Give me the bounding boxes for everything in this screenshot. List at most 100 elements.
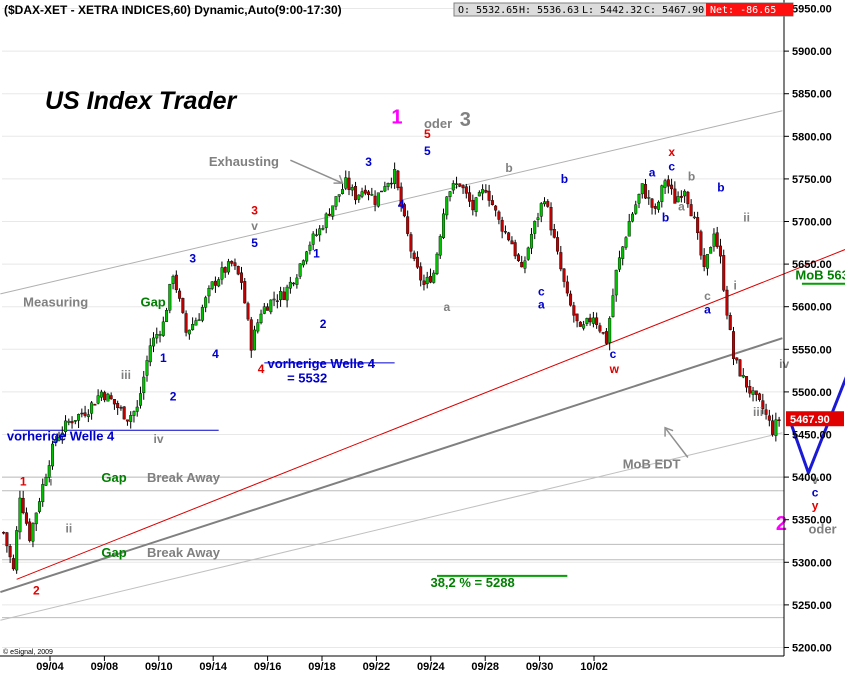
candle <box>758 392 762 402</box>
wave-label: b <box>688 170 695 184</box>
candle <box>337 194 341 203</box>
candle <box>432 270 436 284</box>
candle <box>393 162 397 189</box>
candle <box>90 401 94 420</box>
candle <box>767 409 771 427</box>
candle <box>360 187 364 199</box>
trendlines <box>0 110 845 621</box>
wave-label: c <box>812 486 819 500</box>
candle <box>138 386 142 409</box>
candle <box>44 473 48 487</box>
y-tick-label: 5300.00 <box>792 557 832 569</box>
candle <box>5 531 9 553</box>
candle <box>191 317 195 331</box>
candle <box>601 332 605 335</box>
candle <box>262 302 266 315</box>
candle <box>500 216 504 239</box>
candle <box>161 316 165 337</box>
candle <box>663 178 667 194</box>
projection-arrows <box>290 159 845 475</box>
candle <box>236 265 240 276</box>
candle <box>77 413 81 429</box>
candle <box>543 197 547 207</box>
wave-label: y <box>812 498 819 512</box>
candle <box>510 236 514 245</box>
x-tick-label: 09/30 <box>526 661 554 673</box>
candle <box>331 205 335 220</box>
copyright: © eSignal, 2009 <box>3 648 53 656</box>
candle <box>165 307 169 322</box>
candle <box>474 196 478 217</box>
wave-label: c <box>704 289 711 303</box>
candle <box>324 212 328 234</box>
candle <box>715 226 719 249</box>
candle <box>386 182 390 191</box>
candle <box>692 211 696 220</box>
candle <box>194 317 198 326</box>
wave-label: oder <box>424 116 452 131</box>
y-tick-label: 5950.00 <box>792 4 832 16</box>
candle <box>174 270 178 293</box>
candle <box>771 414 775 437</box>
candle <box>340 183 344 195</box>
candle <box>41 478 45 507</box>
candle <box>2 531 6 535</box>
x-tick-label: 09/24 <box>417 661 445 673</box>
candle <box>735 357 739 364</box>
candle <box>383 181 387 192</box>
chart-annotation: vorherige Welle 4 <box>268 356 376 371</box>
candle <box>334 196 338 211</box>
candle <box>311 231 315 251</box>
y-tick-label: 5850.00 <box>792 89 832 101</box>
candle <box>119 405 123 411</box>
wave-label: 3 <box>365 155 372 169</box>
candle <box>171 274 175 290</box>
candle <box>451 180 455 194</box>
y-tick-label: 5350.00 <box>792 515 832 527</box>
wave-label: a <box>678 199 685 213</box>
candle <box>197 313 201 321</box>
wave-label: a <box>444 300 451 314</box>
candle <box>223 266 227 278</box>
candle <box>438 234 442 259</box>
candle <box>282 287 286 301</box>
high-value: H: 5536.63 <box>519 5 579 16</box>
candle <box>406 210 410 237</box>
candle <box>344 170 348 191</box>
chart-annotation: Gap <box>140 295 165 310</box>
candle <box>559 245 563 272</box>
candle <box>582 320 586 331</box>
wave-label: i <box>49 475 52 489</box>
candle <box>549 202 553 236</box>
candle <box>184 310 188 337</box>
x-tick-label: 09/18 <box>308 661 336 673</box>
candle <box>116 400 120 415</box>
candle <box>728 312 732 331</box>
candle <box>591 311 595 328</box>
candle <box>99 389 103 401</box>
candle <box>220 261 224 285</box>
candle <box>415 251 419 269</box>
chart-annotation: MoB 5636 <box>795 267 845 282</box>
candle <box>634 200 638 215</box>
candle <box>305 250 309 265</box>
candle <box>135 400 139 417</box>
chart-annotation: Break Away <box>147 470 221 485</box>
candle <box>266 303 270 311</box>
candle <box>539 202 543 223</box>
candle <box>314 228 318 237</box>
candle <box>445 196 449 220</box>
candle <box>178 288 182 302</box>
candle <box>28 518 32 543</box>
y-tick-label: 5550.00 <box>792 344 832 356</box>
candle <box>376 192 380 208</box>
wave-label: 3 <box>189 251 196 265</box>
price-candles <box>2 162 781 574</box>
candle <box>409 232 413 259</box>
candle <box>21 490 25 515</box>
candle <box>683 189 687 203</box>
candle <box>60 426 64 444</box>
candle <box>738 358 742 377</box>
candle <box>748 379 752 398</box>
candle <box>8 544 12 563</box>
